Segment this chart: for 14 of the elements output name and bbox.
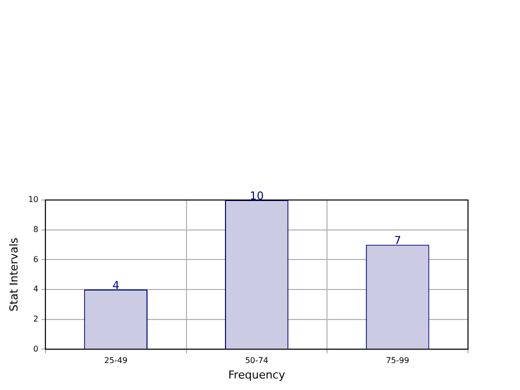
- x-tick-label: 75-99: [386, 356, 410, 366]
- x-tick-label: 25-49: [104, 356, 128, 366]
- y-tick-label: 2: [33, 314, 38, 324]
- x-tick-label: 50-74: [245, 356, 268, 366]
- x-axis-title: Frequency: [228, 368, 286, 382]
- y-tick-label: 0: [33, 344, 38, 354]
- data-label: 4: [112, 278, 120, 292]
- y-axis-title: Stat Intervals: [7, 237, 20, 312]
- y-tick-label: 4: [33, 284, 38, 294]
- y-tick-label: 10: [28, 195, 38, 204]
- data-label: 10: [250, 189, 264, 202]
- y-tick-label: 8: [33, 224, 38, 234]
- y-tick-label: 6: [33, 254, 38, 264]
- data-label: 7: [394, 234, 402, 248]
